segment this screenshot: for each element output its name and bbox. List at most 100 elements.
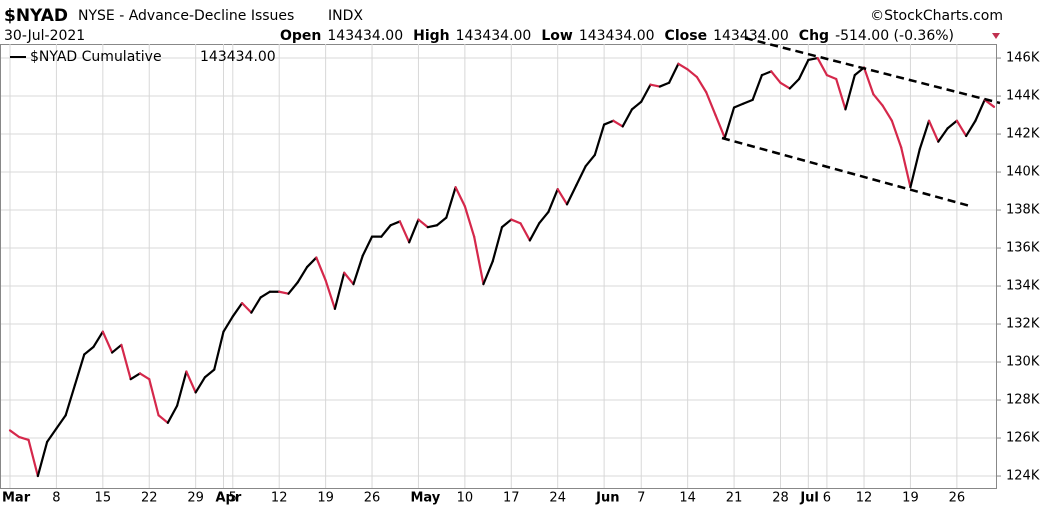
- line-segment: [927, 119, 940, 143]
- trend-line: [744, 36, 1001, 105]
- x-tick-label: 29: [187, 491, 204, 506]
- down-arrow: [992, 33, 1000, 39]
- line-segment: [900, 146, 912, 189]
- line-segment: [305, 256, 318, 269]
- x-tick-label: 19: [902, 491, 919, 506]
- y-tick-label: 144K: [1006, 89, 1040, 104]
- line-segment: [315, 256, 327, 282]
- price-line: [8, 56, 996, 478]
- line-segment: [18, 435, 30, 442]
- line-segment: [120, 343, 132, 381]
- line-segment: [519, 222, 531, 242]
- line-segment: [426, 224, 439, 229]
- x-tick-label: 7: [637, 491, 645, 506]
- line-segment: [352, 254, 364, 286]
- line-segment: [640, 83, 652, 103]
- line-segment: [603, 119, 615, 126]
- quote-value: 143434.00: [713, 28, 789, 44]
- x-tick-label: Jun: [595, 491, 619, 506]
- line-segment: [612, 119, 624, 128]
- line-segment: [686, 68, 699, 79]
- line-segment: [83, 345, 95, 356]
- line-segment: [250, 296, 262, 314]
- quote-value: -514.00 (-0.36%): [835, 28, 954, 44]
- line-segment: [890, 119, 903, 149]
- x-tick-label: 6: [823, 491, 831, 506]
- line-segment: [222, 315, 234, 333]
- line-segment: [556, 188, 569, 206]
- title: NYSE - Advance-Decline Issues: [78, 8, 294, 24]
- x-tick-label: 12: [271, 491, 288, 506]
- x-tick-label: 10: [457, 491, 474, 506]
- line-segment: [73, 353, 86, 386]
- line-segment: [955, 119, 968, 138]
- line-segment: [111, 343, 123, 354]
- line-segment: [909, 148, 921, 189]
- line-segment: [417, 218, 429, 229]
- line-segment: [454, 186, 466, 208]
- line-segment: [175, 370, 188, 407]
- line-segment: [194, 376, 207, 394]
- x-tick-label: 12: [856, 491, 873, 506]
- line-segment: [770, 70, 782, 84]
- line-segment: [138, 372, 151, 381]
- line-segment: [816, 56, 829, 77]
- line-segment: [538, 210, 550, 225]
- line-segment: [389, 220, 401, 227]
- line-segment: [296, 265, 309, 284]
- line-segment: [64, 383, 77, 417]
- line-segment: [630, 100, 643, 111]
- line-segment: [667, 62, 680, 84]
- line-segment: [129, 372, 142, 381]
- line-segment: [714, 113, 726, 139]
- quote-value: 143434.00: [579, 28, 655, 44]
- y-tick-label: 140K: [1006, 165, 1040, 180]
- line-segment: [361, 235, 374, 257]
- line-segment: [593, 123, 606, 157]
- line-segment: [649, 83, 661, 88]
- line-segment: [528, 222, 541, 242]
- quote-label: Close: [665, 28, 708, 44]
- line-segment: [835, 77, 847, 111]
- line-segment: [157, 414, 169, 424]
- line-segment: [46, 427, 58, 443]
- line-segment: [844, 74, 856, 111]
- x-tick-label: 19: [317, 491, 334, 506]
- y-tick-label: 134K: [1006, 279, 1040, 294]
- line-segment: [287, 281, 299, 295]
- x-tick-label: 14: [679, 491, 696, 506]
- line-segment: [491, 226, 504, 263]
- line-segment: [983, 98, 996, 108]
- y-tick-label: 142K: [1006, 127, 1040, 142]
- line-segment: [148, 378, 160, 417]
- line-segment: [881, 104, 893, 122]
- y-tick-label: 126K: [1006, 431, 1040, 446]
- y-tick-label: 124K: [1006, 469, 1040, 484]
- line-segment: [575, 165, 587, 187]
- line-segment: [797, 58, 810, 81]
- plot-frame: [0, 44, 997, 489]
- x-tick-label: 24: [549, 491, 566, 506]
- line-segment: [231, 302, 244, 318]
- x-tick-label: 5: [229, 491, 237, 506]
- y-tick-label: 128K: [1006, 393, 1040, 408]
- line-segment: [565, 184, 578, 206]
- line-segment: [872, 93, 884, 107]
- line-segment: [380, 224, 392, 238]
- line-segment: [695, 75, 708, 94]
- legend-value: 143434.00: [200, 49, 276, 65]
- line-segment: [862, 66, 875, 96]
- header: $NYAD NYSE - Advance-Decline Issues INDX…: [4, 6, 1003, 44]
- x-tick-label: Mar: [2, 491, 31, 506]
- line-segment: [27, 438, 39, 478]
- line-segment: [965, 119, 977, 138]
- quote-value: 143434.00: [327, 28, 403, 44]
- line-segment: [324, 279, 337, 310]
- line-segment: [36, 440, 49, 478]
- x-tick-label: 26: [949, 491, 966, 506]
- x-tick-label: 8: [52, 491, 60, 506]
- trend-line: [721, 136, 971, 208]
- quote-label: Open: [280, 28, 321, 44]
- line-segment: [946, 119, 958, 130]
- line-segment: [259, 290, 272, 299]
